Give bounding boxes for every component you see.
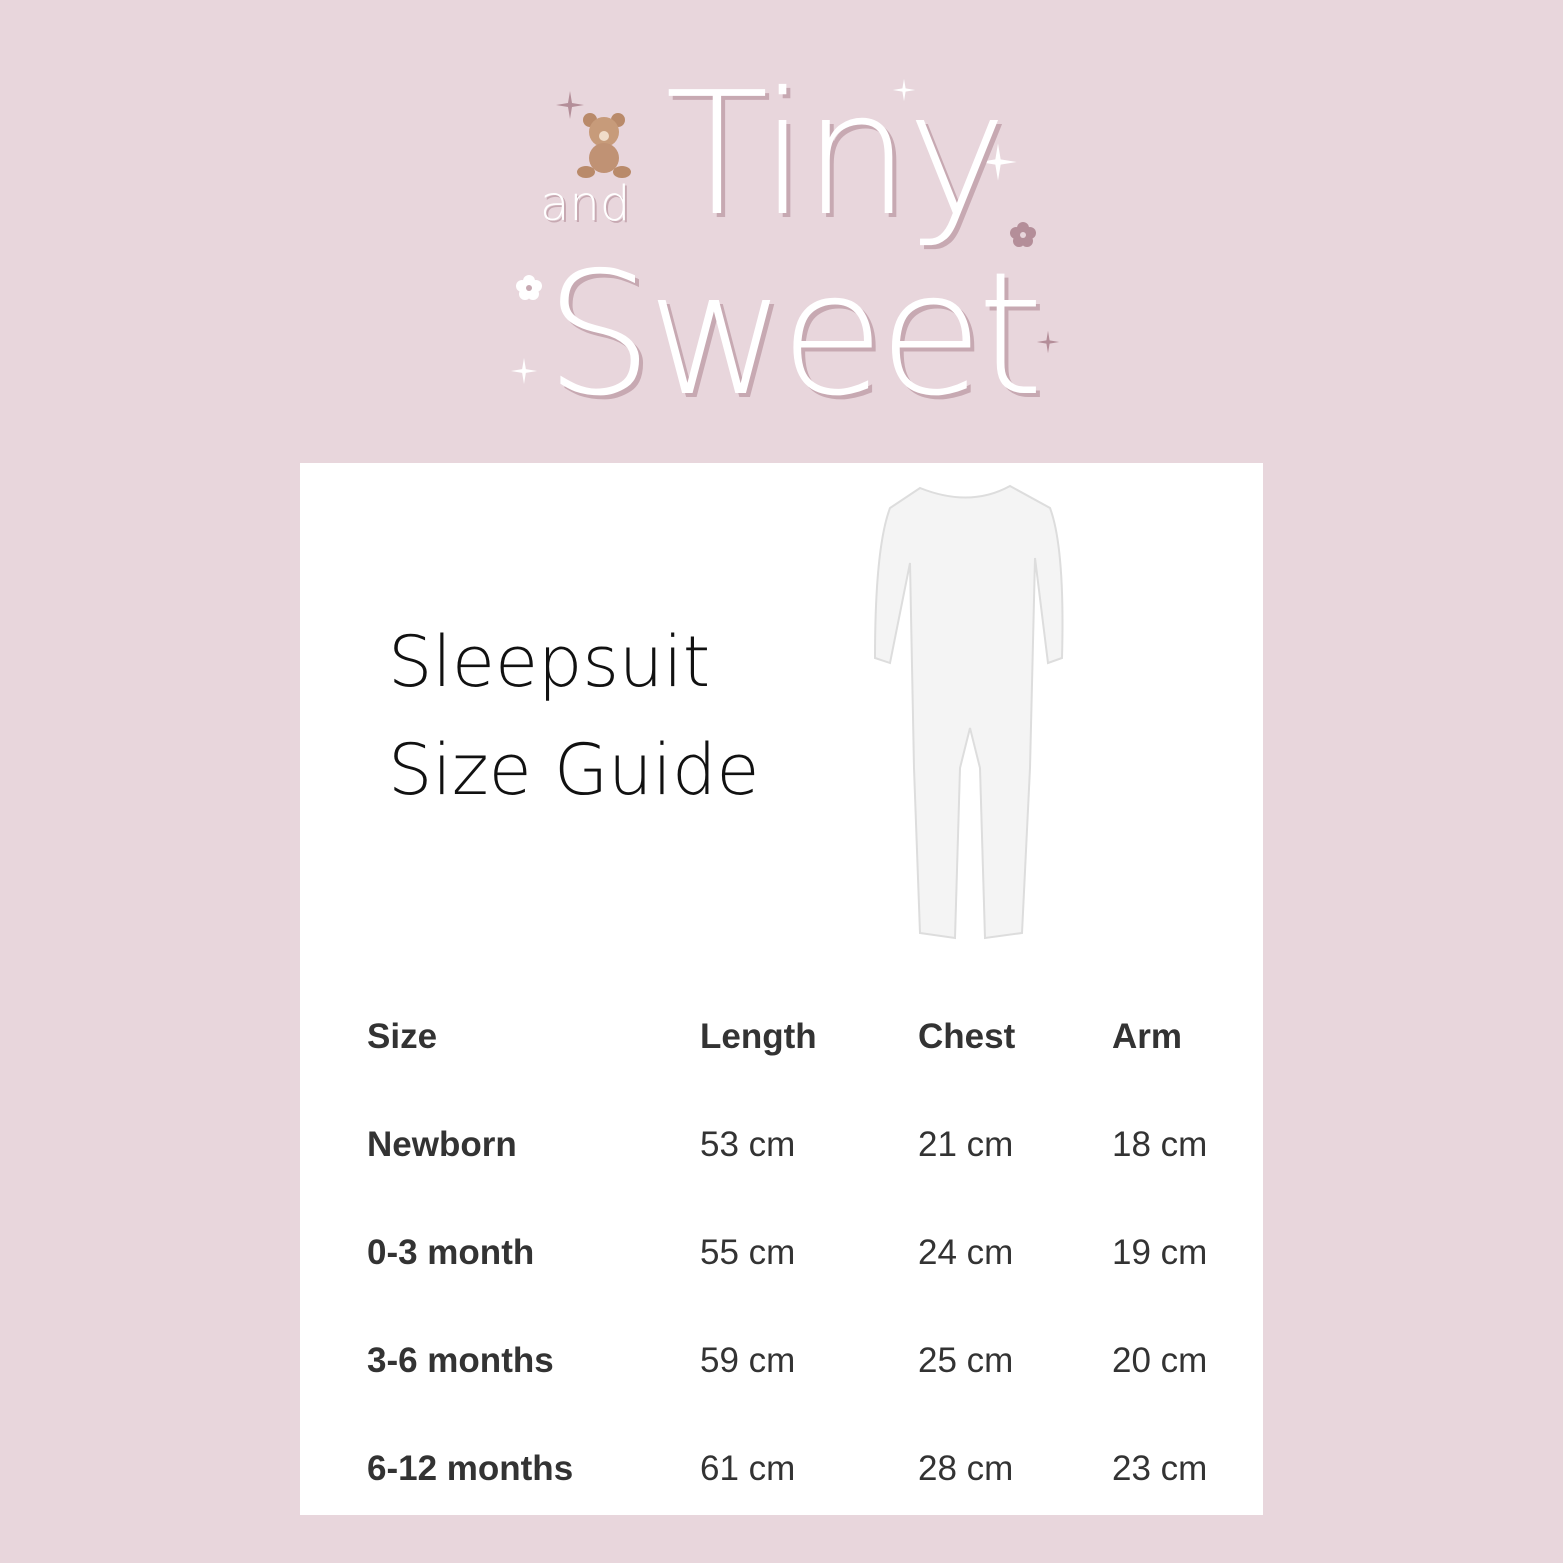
table-row: Newborn 53 cm 21 cm 18 cm — [367, 1091, 1242, 1199]
size-guide-card: Sleepsuit Size Guide Size Length Chest A… — [300, 463, 1263, 1515]
guide-title: Sleepsuit Size Guide — [388, 608, 760, 824]
table-header-row: Size Length Chest Arm — [367, 983, 1242, 1091]
header-length: Length — [700, 1017, 817, 1056]
cell-chest: 21 cm — [918, 1125, 1014, 1164]
header-arm: Arm — [1112, 1017, 1183, 1056]
logo-tiny: Tiny — [665, 56, 1007, 254]
sparkle-icon — [510, 357, 538, 385]
size-table: Size Length Chest Arm Newborn 53 cm 21 c… — [367, 983, 1242, 1523]
cell-length: 55 cm — [700, 1233, 796, 1272]
table-row: 3-6 months 59 cm 25 cm 20 cm — [367, 1307, 1242, 1415]
flower-icon — [516, 275, 542, 300]
flower-icon — [1010, 222, 1036, 247]
cell-size: 3-6 months — [367, 1341, 554, 1380]
sparkle-icon — [979, 143, 1017, 181]
sleepsuit-image — [873, 484, 1064, 940]
cell-size: 0-3 month — [367, 1233, 535, 1272]
teddy-bear-icon — [577, 113, 631, 178]
cell-arm: 19 cm — [1112, 1233, 1208, 1272]
brand-logo: and Tiny Sweet — [500, 70, 1070, 420]
header-chest: Chest — [918, 1017, 1016, 1056]
header-size: Size — [367, 1017, 438, 1056]
logo-sweet: Sweet — [545, 236, 1044, 434]
table-row: 6-12 months 61 cm 28 cm 23 cm — [367, 1415, 1242, 1523]
sparkle-icon — [1036, 330, 1060, 354]
cell-chest: 28 cm — [918, 1449, 1014, 1488]
table-row: 0-3 month 55 cm 24 cm 19 cm — [367, 1199, 1242, 1307]
cell-size: 6-12 months — [367, 1449, 574, 1488]
logo-and: and — [540, 176, 631, 232]
cell-arm: 23 cm — [1112, 1449, 1208, 1488]
cell-length: 61 cm — [700, 1449, 796, 1488]
cell-chest: 24 cm — [918, 1233, 1014, 1272]
title-line-1: Sleepsuit — [388, 621, 711, 703]
sparkle-icon — [892, 78, 916, 102]
sparkle-icon — [556, 91, 584, 119]
title-line-2: Size Guide — [388, 729, 760, 811]
cell-arm: 20 cm — [1112, 1341, 1208, 1380]
cell-chest: 25 cm — [918, 1341, 1014, 1380]
cell-length: 59 cm — [700, 1341, 796, 1380]
cell-size: Newborn — [367, 1125, 517, 1164]
cell-arm: 18 cm — [1112, 1125, 1208, 1164]
cell-length: 53 cm — [700, 1125, 796, 1164]
